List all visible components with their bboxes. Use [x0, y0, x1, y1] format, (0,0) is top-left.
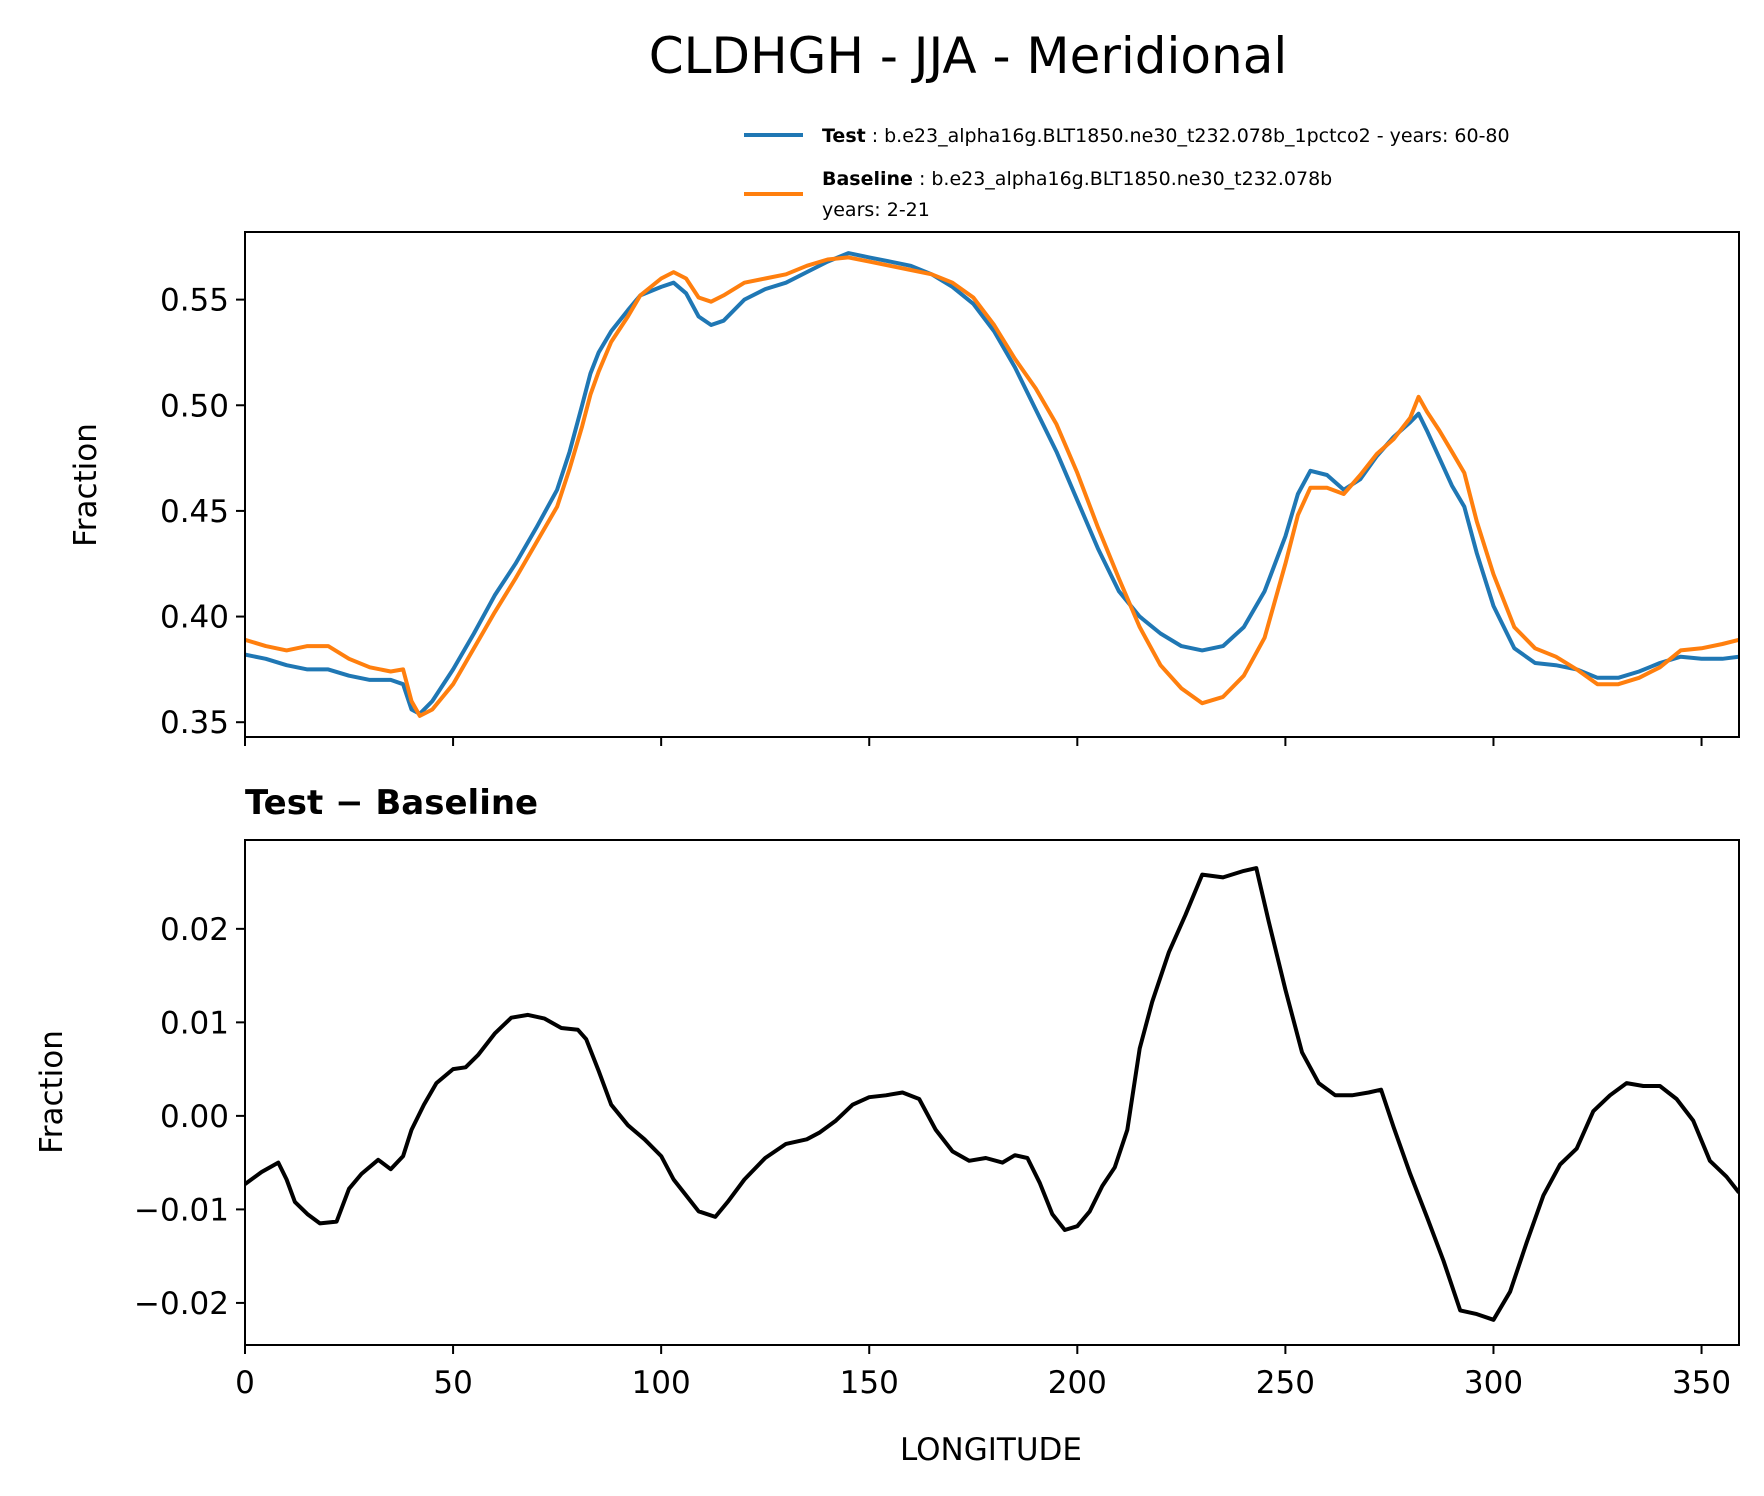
bottom-x-tick-label: 300: [1464, 1365, 1523, 1401]
series-line-test: [245, 251, 1739, 716]
top-y-tick-label: 0.40: [160, 600, 229, 636]
bottom-x-tick-label: 350: [1672, 1365, 1731, 1401]
bottom-axes-frame: [244, 839, 1740, 1346]
top-series: [245, 251, 1739, 718]
top-y-tick-label: 0.45: [160, 494, 229, 530]
bottom-x-tick-label: 150: [840, 1365, 899, 1401]
bottom-y-ticks: −0.02 −0.01 0.00 0.01 0.02: [134, 912, 245, 1322]
bottom-x-ticks: 0 50 100 150 200 250 300 350: [235, 1345, 1731, 1401]
legend-baseline-years: years: 2-21: [822, 199, 930, 221]
figure-title: CLDHGH - JJA - Meridional: [649, 27, 1287, 85]
bottom-x-tick-label: 200: [1048, 1365, 1107, 1401]
bottom-x-tick-label: 50: [433, 1365, 472, 1401]
series-line-baseline: [245, 255, 1739, 718]
legend-baseline-name: Baseline: [822, 168, 913, 190]
legend-test-entry: Test: b.e23_alpha16g.BLT1850.ne30_t232.07…: [822, 125, 1510, 147]
bottom-y-tick-label: 0.01: [160, 1005, 229, 1041]
top-x-ticks: [244, 737, 1703, 746]
top-y-tick-label: 0.35: [160, 705, 229, 741]
top-y-ticks: 0.35 0.40 0.45 0.50 0.55: [160, 283, 245, 741]
bottom-series: [245, 866, 1739, 1322]
legend-baseline-text: b.e23_alpha16g.BLT1850.ne30_t232.078b: [931, 168, 1332, 190]
bottom-panel: Test − Baseline −0.02 −0.01 0.00 0.01 0.02 0…: [34, 783, 1740, 1468]
bottom-y-tick-label: 0.00: [160, 1099, 229, 1135]
legend-test-text: b.e23_alpha16g.BLT1850.ne30_t232.078b_1p…: [884, 125, 1509, 147]
bottom-y-tick-label: 0.02: [160, 912, 229, 948]
top-y-tick-label: 0.50: [160, 388, 229, 424]
legend-baseline-entry: Baseline: b.e23_alpha16g.BLT1850.ne30_t23…: [822, 168, 1332, 190]
series-line-test-baseline: [245, 866, 1739, 1322]
bottom-x-tick-label: 250: [1256, 1365, 1315, 1401]
top-axes-frame: [244, 231, 1740, 738]
top-y-axis-label: Fraction: [68, 423, 104, 547]
legend-baseline-separator: :: [919, 168, 925, 190]
top-panel: 0.35 0.40 0.45 0.50 0.55 Fraction: [68, 231, 1740, 746]
legend-test-name: Test: [822, 125, 866, 147]
bottom-y-tick-label: −0.02: [134, 1286, 229, 1322]
legend: Test: b.e23_alpha16g.BLT1850.ne30_t232.07…: [744, 125, 1510, 221]
bottom-x-tick-label: 100: [632, 1365, 691, 1401]
bottom-x-tick-label: 0: [235, 1365, 255, 1401]
bottom-y-axis-label: Fraction: [34, 1030, 70, 1154]
bottom-y-tick-label: −0.01: [134, 1192, 229, 1228]
x-axis-label: LONGITUDE: [900, 1432, 1082, 1468]
legend-test-separator: :: [872, 125, 878, 147]
diff-panel-title: Test − Baseline: [245, 783, 538, 823]
top-y-tick-label: 0.55: [160, 283, 229, 319]
